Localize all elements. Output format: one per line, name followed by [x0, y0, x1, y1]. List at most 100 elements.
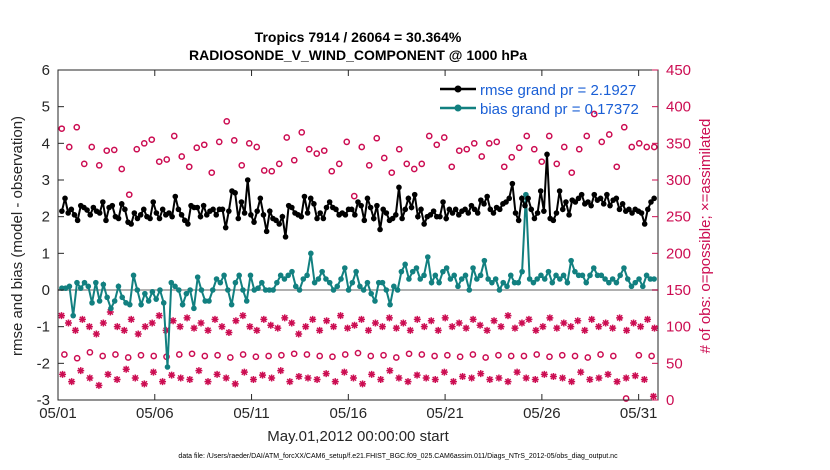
- bias-point: [221, 272, 227, 279]
- assimilated-obs-marker: [604, 370, 612, 378]
- rmse-point: [226, 208, 232, 214]
- bias-point: [368, 290, 375, 297]
- assimilated-obs-marker: [240, 368, 248, 376]
- bias-point: [160, 300, 167, 306]
- possible-obs-marker: [444, 351, 451, 359]
- assimilated-obs-marker: [462, 324, 470, 332]
- rmse-point: [443, 215, 450, 222]
- chart-title: Tropics 7914 / 26064 = 30.364%: [255, 29, 462, 45]
- bias-point: [145, 298, 152, 304]
- bias-point: [534, 276, 540, 282]
- assimilated-obs-marker: [148, 319, 156, 327]
- possible-obs-marker: [99, 352, 107, 360]
- assimilated-obs-marker: [413, 315, 421, 323]
- bias-point: [206, 298, 212, 304]
- bias-point: [651, 276, 657, 282]
- rmse-point: [62, 195, 68, 202]
- possible-obs-marker: [253, 143, 261, 151]
- bias-point: [108, 305, 114, 312]
- bias-point: [277, 272, 284, 279]
- rmse-point: [515, 217, 522, 224]
- assimilated-obs-marker: [204, 326, 212, 334]
- rmse-point: [298, 213, 305, 220]
- obs-count-markers: [57, 110, 659, 402]
- rmse-point: [550, 217, 557, 224]
- bias-point: [357, 283, 363, 290]
- rmse-point: [556, 188, 563, 194]
- rmse-point: [537, 188, 544, 194]
- y-right-tick-label: 450: [666, 62, 691, 79]
- y-right-tick-label: 400: [666, 99, 691, 116]
- possible-obs-marker: [140, 139, 148, 147]
- possible-obs-marker: [482, 354, 490, 361]
- bias-point: [176, 287, 182, 293]
- assimilated-obs-marker: [106, 308, 114, 316]
- x-tick-label: 05/31: [620, 405, 658, 422]
- assimilated-obs-marker: [525, 315, 533, 323]
- assimilated-obs-marker: [211, 315, 219, 323]
- assimilated-obs-marker: [595, 374, 603, 382]
- rmse-point: [468, 202, 475, 209]
- rmse-point: [648, 199, 654, 205]
- bias-point: [628, 283, 635, 290]
- assimilated-obs-marker: [477, 370, 485, 378]
- rmse-point: [175, 206, 182, 213]
- rmse-point: [352, 212, 358, 218]
- bias-point: [496, 287, 503, 293]
- possible-obs-marker: [571, 352, 579, 360]
- assimilated-obs-marker: [120, 326, 128, 334]
- assimilated-obs-marker: [586, 375, 594, 383]
- assimilated-obs-marker: [613, 378, 621, 386]
- possible-obs-marker: [290, 156, 298, 164]
- rmse-point: [273, 217, 279, 224]
- possible-obs-marker: [463, 145, 471, 153]
- assimilated-obs-marker: [553, 324, 561, 332]
- bias-point: [209, 287, 216, 293]
- possible-obs-marker: [523, 132, 531, 140]
- bias-point: [232, 279, 239, 286]
- possible-obs-marker: [425, 132, 433, 140]
- bias-point: [311, 279, 318, 286]
- assimilated-obs-marker: [532, 326, 540, 334]
- bias-point: [281, 276, 288, 282]
- assimilated-obs-marker: [197, 319, 205, 327]
- assimilated-obs-marker: [522, 374, 530, 382]
- rmse-point: [137, 212, 144, 218]
- bias-point: [406, 276, 412, 282]
- bias-point: [274, 279, 280, 286]
- bias-point: [447, 276, 454, 282]
- possible-obs-marker: [515, 144, 523, 152]
- assimilated-obs-marker: [95, 381, 103, 389]
- possible-obs-marker: [520, 352, 528, 360]
- bias-point: [394, 287, 401, 293]
- rmse-point: [96, 210, 103, 216]
- rmse-point: [122, 206, 128, 213]
- rmse-point: [471, 206, 478, 213]
- rmse-point: [604, 191, 610, 198]
- assimilated-obs-marker: [577, 368, 585, 376]
- assimilated-obs-marker: [131, 374, 139, 382]
- possible-obs-marker: [245, 139, 253, 147]
- assimilated-obs-marker: [225, 329, 233, 337]
- rmse-point: [396, 184, 402, 191]
- possible-obs-marker: [133, 145, 141, 153]
- possible-obs-marker: [568, 169, 576, 177]
- bias-point: [598, 272, 605, 279]
- rmse-point: [276, 221, 283, 227]
- rmse-point: [172, 193, 179, 200]
- rmse-point: [519, 195, 525, 202]
- assimilated-obs-marker: [449, 378, 457, 386]
- legend: rmse grand pr = 2.1927 bias grand pr = 0…: [440, 82, 639, 118]
- rmse-point: [512, 210, 519, 216]
- possible-obs-marker: [188, 350, 196, 358]
- rmse-point: [415, 213, 421, 220]
- bias-point: [440, 268, 446, 275]
- assimilated-obs-marker: [511, 324, 519, 332]
- possible-obs-marker: [170, 132, 178, 140]
- rmse-point: [178, 212, 185, 218]
- rmse-point: [427, 212, 434, 218]
- assimilated-obs-marker: [78, 315, 86, 323]
- rmse-point: [251, 219, 257, 225]
- legend-bias-marker: [454, 104, 462, 112]
- possible-obs-marker: [193, 144, 201, 152]
